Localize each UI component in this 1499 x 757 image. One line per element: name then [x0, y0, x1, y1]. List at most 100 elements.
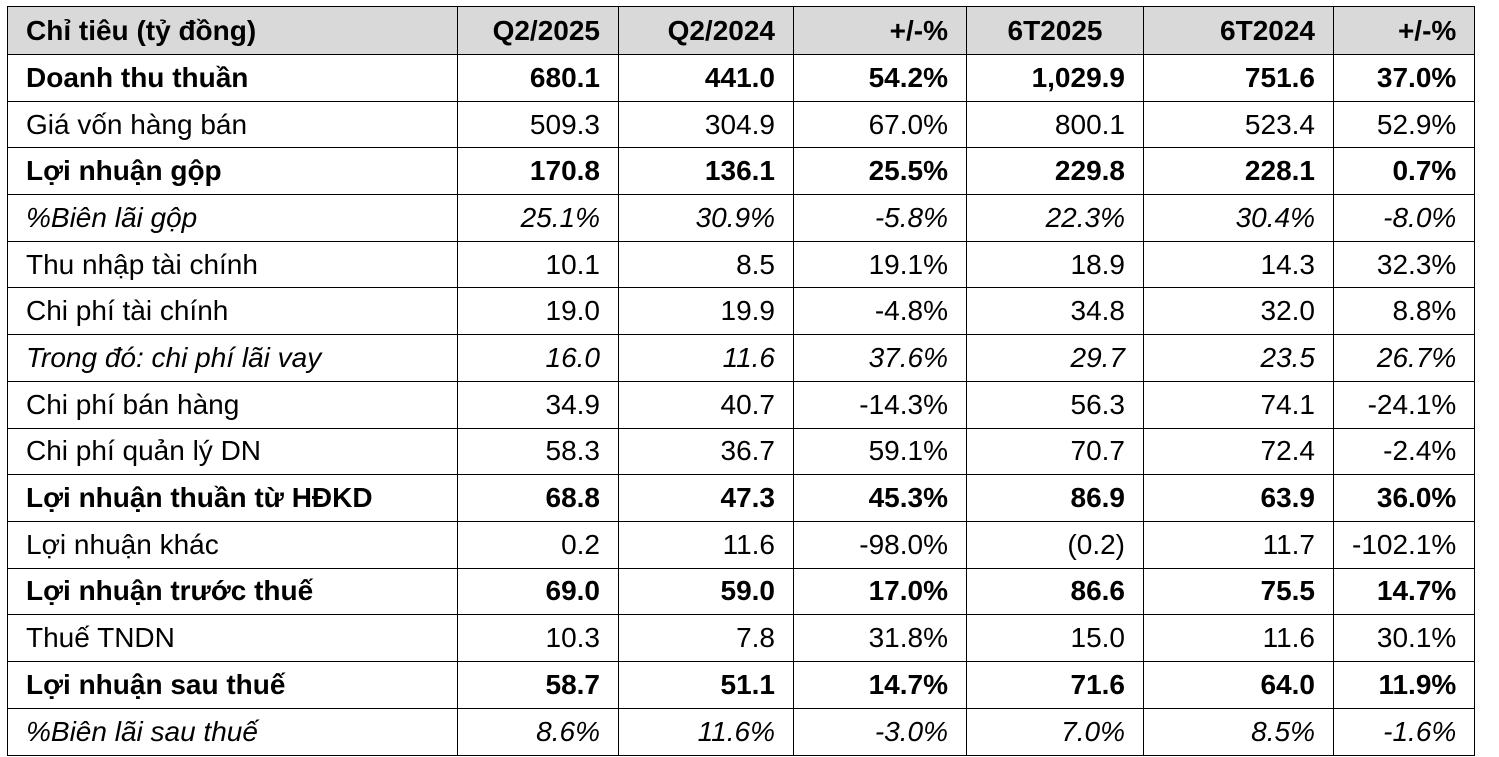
- 6t2024-cell: 63.9: [1143, 474, 1334, 522]
- 6t2024-cell: 32.0: [1143, 287, 1334, 336]
- 6t-change-cell: 30.1%: [1332, 614, 1476, 662]
- table-row: Lợi nhuận trước thuế 69.0 59.0 17.0% 86.6 75.…: [7, 567, 1476, 616]
- table-row: %Biên lãi sau thuế 8.6% 11.6% -3.0% 7.0% 8.5%…: [7, 707, 1476, 756]
- q-change-cell: -4.8%: [793, 287, 967, 336]
- 6t2024-cell: 523.4: [1143, 100, 1334, 149]
- 6t2025-cell: (0.2): [966, 520, 1144, 569]
- 6t-change-cell: 52.9%: [1332, 100, 1476, 149]
- 6t2024-cell: 30.4%: [1143, 194, 1334, 242]
- q2-2024-cell: 19.9: [618, 287, 794, 336]
- q2-2024-cell: 7.8: [618, 614, 794, 662]
- table-row: Thu nhập tài chính 10.1 8.5 19.1% 18.9 14.3 32…: [7, 240, 1476, 289]
- table-row: Doanh thu thuần 680.1 441.0 54.2% 1,029.9 751…: [7, 54, 1476, 102]
- table-body: Doanh thu thuần 680.1 441.0 54.2% 1,029.9 751…: [7, 54, 1476, 756]
- table-row: Lợi nhuận khác 0.2 11.6 -98.0% (0.2) 11.7 -102…: [7, 520, 1476, 569]
- 6t2024-cell: 8.5%: [1143, 707, 1334, 756]
- table-row: Thuế TNDN 10.3 7.8 31.8% 15.0 11.6 30.1%: [7, 614, 1476, 662]
- table-row: Lợi nhuận sau thuế 58.7 51.1 14.7% 71.6 64.0 1…: [7, 660, 1476, 709]
- indicator-cell: Giá vốn hàng bán: [7, 100, 458, 149]
- q2-2025-cell: 69.0: [457, 567, 619, 616]
- indicator-cell: Chi phí quản lý DN: [7, 427, 458, 476]
- 6t2025-cell: 86.6: [966, 567, 1144, 616]
- 6t2024-cell: 11.7: [1143, 520, 1334, 569]
- indicator-cell: %Biên lãi sau thuế: [7, 707, 458, 756]
- q2-2025-cell: 19.0: [457, 287, 619, 336]
- indicator-cell: %Biên lãi gộp: [7, 194, 458, 242]
- 6t2025-cell: 800.1: [966, 100, 1144, 149]
- header-6t2024: 6T2024: [1143, 6, 1334, 55]
- 6t-change-cell: 36.0%: [1332, 474, 1476, 522]
- 6t2025-cell: 15.0: [966, 614, 1144, 662]
- q2-2024-cell: 136.1: [618, 147, 794, 196]
- q-change-cell: -14.3%: [793, 380, 967, 429]
- 6t-change-cell: -24.1%: [1332, 380, 1476, 429]
- q2-2024-cell: 11.6: [618, 520, 794, 569]
- q-change-cell: 14.7%: [793, 660, 967, 709]
- 6t-change-cell: 37.0%: [1332, 54, 1476, 102]
- 6t-change-cell: 8.8%: [1332, 287, 1476, 336]
- 6t-change-cell: -102.1%: [1332, 520, 1476, 569]
- 6t-change-cell: -1.6%: [1332, 707, 1476, 756]
- q2-2025-cell: 0.2: [457, 520, 619, 569]
- q-change-cell: -5.8%: [793, 194, 967, 242]
- table-row: Chi phí bán hàng 34.9 40.7 -14.3% 56.3 74.1 -2…: [7, 380, 1476, 429]
- q2-2024-cell: 30.9%: [618, 194, 794, 242]
- 6t-change-cell: 0.7%: [1332, 147, 1476, 196]
- 6t2025-cell: 18.9: [966, 240, 1144, 289]
- 6t2024-cell: 72.4: [1143, 427, 1334, 476]
- table-row: Lợi nhuận gộp 170.8 136.1 25.5% 229.8 228.1 0.…: [7, 147, 1476, 196]
- q2-2024-cell: 8.5: [618, 240, 794, 289]
- indicator-cell: Thuế TNDN: [7, 614, 458, 662]
- q-change-cell: -3.0%: [793, 707, 967, 756]
- q2-2025-cell: 170.8: [457, 147, 619, 196]
- q2-2025-cell: 8.6%: [457, 707, 619, 756]
- 6t2025-cell: 71.6: [966, 660, 1144, 709]
- financial-results-table: Chỉ tiêu (tỷ đồng) Q2/2025 Q2/2024 +/-% …: [7, 6, 1476, 756]
- indicator-cell: Lợi nhuận sau thuế: [7, 660, 458, 709]
- q2-2024-cell: 36.7: [618, 427, 794, 476]
- indicator-cell: Lợi nhuận gộp: [7, 147, 458, 196]
- q2-2025-cell: 680.1: [457, 54, 619, 102]
- 6t2024-cell: 64.0: [1143, 660, 1334, 709]
- q-change-cell: 31.8%: [793, 614, 967, 662]
- indicator-cell: Lợi nhuận trước thuế: [7, 567, 458, 616]
- q-change-cell: 19.1%: [793, 240, 967, 289]
- 6t-change-cell: 32.3%: [1332, 240, 1476, 289]
- 6t2025-cell: 34.8: [966, 287, 1144, 336]
- q2-2025-cell: 509.3: [457, 100, 619, 149]
- q-change-cell: -98.0%: [793, 520, 967, 569]
- q2-2024-cell: 51.1: [618, 660, 794, 709]
- 6t2025-cell: 29.7: [966, 334, 1144, 382]
- table-row: Chi phí quản lý DN 58.3 36.7 59.1% 70.7 72.4-…: [7, 427, 1476, 476]
- q2-2024-cell: 59.0: [618, 567, 794, 616]
- header-indicator: Chỉ tiêu (tỷ đồng): [7, 6, 458, 55]
- q-change-cell: 59.1%: [793, 427, 967, 476]
- q2-2025-cell: 10.3: [457, 614, 619, 662]
- 6t2025-cell: 1,029.9: [966, 54, 1144, 102]
- 6t-change-cell: 26.7%: [1332, 334, 1476, 382]
- q2-2024-cell: 40.7: [618, 380, 794, 429]
- header-6t-change: +/-%: [1332, 6, 1476, 55]
- q-change-cell: 17.0%: [793, 567, 967, 616]
- 6t2025-cell: 70.7: [966, 427, 1144, 476]
- 6t-change-cell: -8.0%: [1332, 194, 1476, 242]
- 6t-change-cell: -2.4%: [1332, 427, 1476, 476]
- q2-2025-cell: 58.3: [457, 427, 619, 476]
- q2-2025-cell: 16.0: [457, 334, 619, 382]
- 6t2025-cell: 229.8: [966, 147, 1144, 196]
- q2-2024-cell: 11.6: [618, 334, 794, 382]
- 6t2024-cell: 11.6: [1143, 614, 1334, 662]
- q-change-cell: 67.0%: [793, 100, 967, 149]
- header-q2-2024: Q2/2024: [618, 6, 794, 55]
- indicator-cell: Chi phí bán hàng: [7, 380, 458, 429]
- indicator-cell: Lợi nhuận khác: [7, 520, 458, 569]
- 6t2025-cell: 7.0%: [966, 707, 1144, 756]
- header-q2-2025: Q2/2025: [457, 6, 619, 55]
- table-row: Chi phí tài chính 19.0 19.9 -4.8% 34.8 32.0 8.…: [7, 287, 1476, 336]
- 6t2024-cell: 75.5: [1143, 567, 1334, 616]
- 6t2024-cell: 23.5: [1143, 334, 1334, 382]
- q-change-cell: 37.6%: [793, 334, 967, 382]
- q-change-cell: 54.2%: [793, 54, 967, 102]
- header-6t2025: 6T2025: [966, 6, 1144, 55]
- 6t2025-cell: 86.9: [966, 474, 1144, 522]
